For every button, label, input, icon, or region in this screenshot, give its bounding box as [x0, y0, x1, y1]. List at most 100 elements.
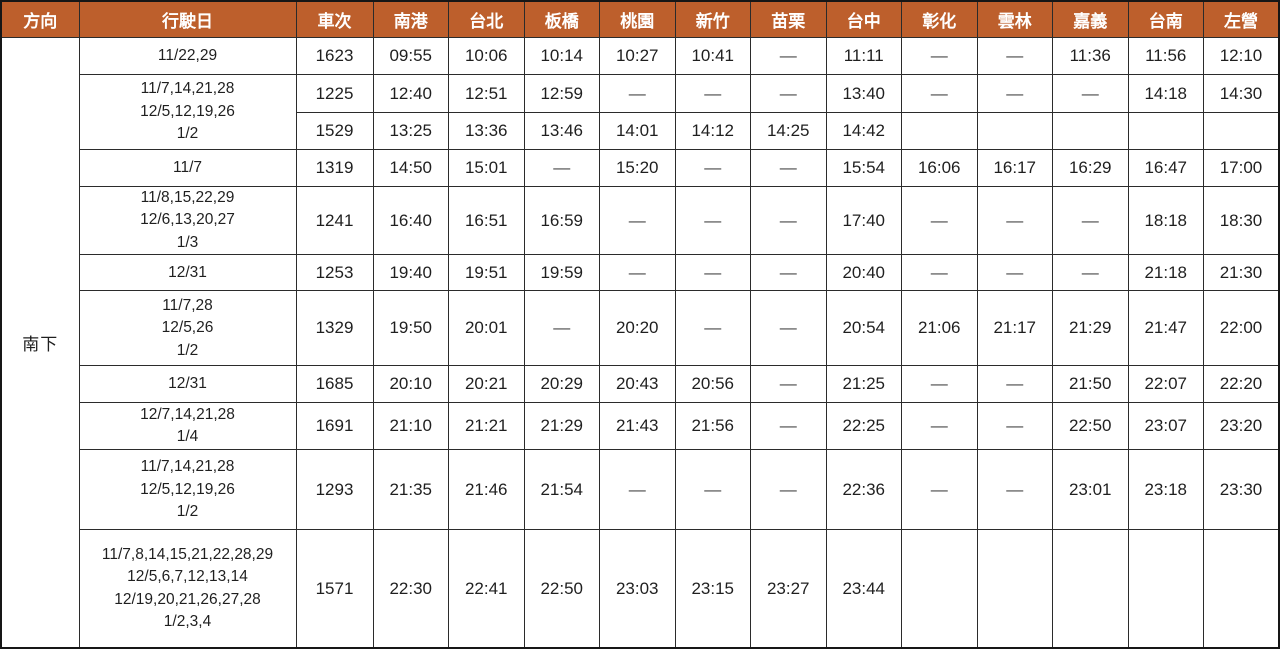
time-cell: 21:21	[448, 402, 525, 451]
direction-cell: 南下	[0, 36, 80, 649]
time-cell: 23:01	[1052, 449, 1129, 531]
empty-cell	[1203, 112, 1280, 150]
time-cell: 21:35	[372, 449, 449, 531]
time-cell: 21:54	[523, 449, 600, 531]
days-line: 12/19,20,21,26,27,28	[114, 590, 261, 608]
days-cell: 12/31	[78, 254, 297, 292]
days-line: 11/22,29	[157, 46, 218, 64]
time-cell: 23:20	[1203, 402, 1280, 451]
time-cell: 20:29	[523, 365, 600, 404]
days-line: 12/31	[168, 375, 207, 393]
train-number-cell: 1571	[295, 529, 374, 649]
time-cell: 22:41	[448, 529, 525, 649]
empty-cell	[1203, 529, 1280, 649]
header-cell-banqiao: 板橋	[523, 0, 600, 38]
timetable-row-1623: 南下 11/22,29 1623 09:55 10:06 10:14 10:27 10:41—…	[0, 36, 1280, 649]
time-cell: 23:44	[825, 529, 902, 649]
days-line: 11/8,15,22,29	[140, 189, 235, 206]
days-line: 1/3	[176, 233, 199, 251]
time-cell: 12:40	[372, 74, 449, 113]
time-cell: 16:59	[523, 185, 600, 256]
days-line: 12/31	[168, 263, 207, 281]
time-cell: 20:21	[448, 365, 525, 404]
header-cell-direction: 方向	[0, 0, 80, 38]
time-cell: 13:36	[448, 112, 525, 150]
time-cell: 16:17	[976, 149, 1053, 187]
no-stop-cell: —	[523, 149, 600, 187]
train-number-cell: 1623	[295, 37, 374, 75]
header-cell-yunlin: 雲林	[976, 0, 1053, 38]
days-line: 12/5,26	[161, 319, 214, 337]
time-cell: 14:42	[825, 112, 902, 150]
time-cell: 13:25	[372, 112, 449, 150]
time-cell: 16:06	[901, 149, 978, 187]
time-cell: 14:01	[599, 112, 676, 150]
time-cell: 21:10	[372, 402, 449, 451]
train-number-cell: 1253	[295, 254, 374, 292]
time-cell: 14:30	[1203, 74, 1280, 113]
days-line: 11/7	[172, 158, 203, 176]
time-cell: 13:46	[523, 112, 600, 150]
no-stop-cell: —	[599, 254, 676, 292]
no-stop-cell: —	[1052, 185, 1129, 256]
no-stop-cell: —	[674, 290, 751, 367]
header-cell-taoyuan: 桃園	[599, 0, 676, 38]
days-cell: 12/7,14,21,28 1/4	[78, 402, 297, 451]
time-cell: 23:18	[1127, 449, 1204, 531]
header-cell-miaoli: 苗栗	[750, 0, 827, 38]
time-cell: 22:36	[825, 449, 902, 531]
train-number-cell: 1691	[295, 402, 374, 451]
no-stop-cell: —	[976, 449, 1053, 531]
time-cell: 20:01	[448, 290, 525, 367]
no-stop-cell: —	[901, 185, 978, 256]
empty-cell	[1052, 112, 1129, 150]
header-cell-zuoying: 左營	[1203, 0, 1280, 38]
days-line: 11/7,14,21,28	[140, 458, 235, 476]
time-cell: 20:10	[372, 365, 449, 404]
time-cell: 21:43	[599, 402, 676, 451]
time-cell: 21:18	[1127, 254, 1204, 292]
time-cell: 20:54	[825, 290, 902, 367]
no-stop-cell: —	[1052, 254, 1129, 292]
empty-cell	[976, 112, 1053, 150]
time-cell: 22:30	[372, 529, 449, 649]
time-cell: 10:06	[448, 37, 525, 75]
days-line: 1/2	[176, 341, 199, 359]
time-cell: 22:25	[825, 402, 902, 451]
time-cell: 22:20	[1203, 365, 1280, 404]
no-stop-cell: —	[901, 254, 978, 292]
time-cell: 23:03	[599, 529, 676, 649]
time-cell: 19:50	[372, 290, 449, 367]
no-stop-cell: —	[674, 74, 751, 113]
days-line: 11/7,14,21,28	[140, 80, 235, 98]
timetable-row-1293: 11/7,14,21,28 12/5,12,19,26 1/2 1293 21:35 21…	[1, 449, 1280, 531]
time-cell: 15:01	[448, 149, 525, 187]
time-cell: 21:50	[1052, 365, 1129, 404]
time-cell: 21:06	[901, 290, 978, 367]
no-stop-cell: —	[750, 74, 827, 113]
no-stop-cell: —	[523, 290, 600, 367]
empty-cell	[901, 112, 978, 150]
time-cell: 10:41	[674, 37, 751, 75]
no-stop-cell: —	[674, 254, 751, 292]
time-cell: 16:29	[1052, 149, 1129, 187]
time-cell: 22:50	[523, 529, 600, 649]
time-cell: 16:51	[448, 185, 525, 256]
no-stop-cell: —	[674, 149, 751, 187]
time-cell: 20:56	[674, 365, 751, 404]
timetable-row-1253: 12/31 1253 19:40 19:51 19:59— — —20:40— — —21:18…	[1, 254, 1280, 292]
time-cell: 10:14	[523, 37, 600, 75]
time-cell: 11:36	[1052, 37, 1129, 75]
timetable-row-1225: 11/7,14,21,28 12/5,12,19,26 1/2 1225 12:40 12…	[1, 74, 1280, 150]
days-cell: 12/31	[78, 365, 297, 404]
time-cell: 18:18	[1127, 185, 1204, 256]
header-row: 方向 行駛日 車次 南港 台北 板橋 桃園 新竹 苗栗 台中 彰化 雲林 嘉義 台南 左營	[0, 0, 1280, 38]
no-stop-cell: —	[599, 74, 676, 113]
time-cell: 10:27	[599, 37, 676, 75]
empty-cell	[1127, 112, 1204, 150]
days-cell: 11/7	[78, 149, 297, 187]
time-cell: 21:46	[448, 449, 525, 531]
no-stop-cell: —	[750, 365, 827, 404]
time-cell: 22:07	[1127, 365, 1204, 404]
